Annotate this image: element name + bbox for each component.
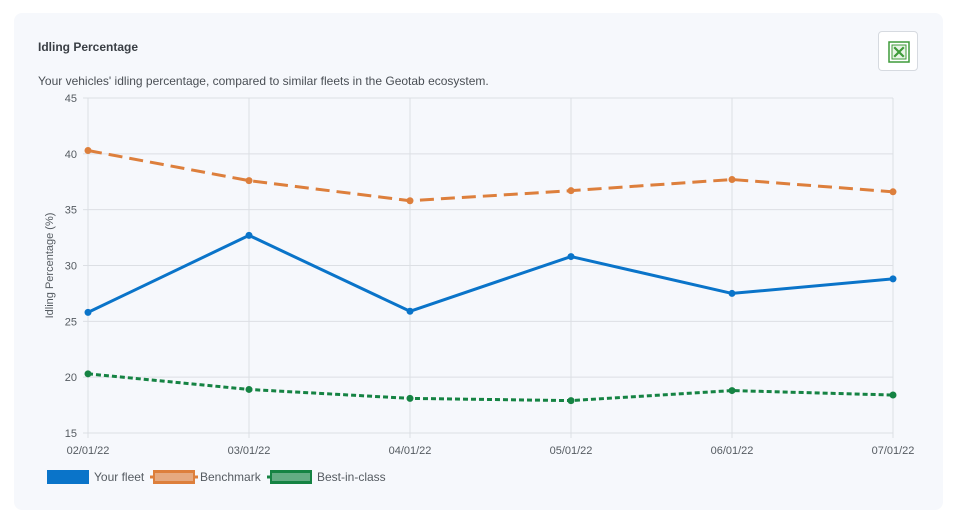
chart-card: Idling Percentage Your vehicles' idling … bbox=[14, 13, 943, 510]
data-point[interactable] bbox=[567, 253, 575, 261]
y-tick-label: 20 bbox=[65, 372, 77, 384]
data-point[interactable] bbox=[567, 187, 575, 195]
series-line-2 bbox=[87, 372, 894, 403]
data-point[interactable] bbox=[567, 397, 575, 405]
y-tick-label: 35 bbox=[65, 205, 77, 217]
legend-swatch-highlight bbox=[272, 473, 310, 481]
data-point[interactable] bbox=[406, 394, 414, 402]
x-tick-label: 07/01/22 bbox=[872, 445, 915, 457]
data-point[interactable] bbox=[245, 177, 253, 185]
chart-series bbox=[84, 146, 897, 405]
data-point[interactable] bbox=[406, 197, 414, 205]
x-tick-label: 05/01/22 bbox=[550, 445, 593, 457]
legend-item[interactable]: Benchmark bbox=[150, 470, 262, 484]
y-tick-label: 30 bbox=[65, 261, 77, 273]
chart-grid bbox=[87, 97, 894, 434]
x-tick-label: 06/01/22 bbox=[711, 445, 754, 457]
y-axis-label: Idling Percentage (%) bbox=[44, 213, 56, 319]
y-tick-label: 45 bbox=[65, 93, 77, 105]
series-line-0 bbox=[87, 233, 894, 314]
excel-icon bbox=[888, 41, 910, 63]
data-point[interactable] bbox=[728, 176, 736, 184]
x-tick-label: 03/01/22 bbox=[228, 445, 271, 457]
x-tick-label: 02/01/22 bbox=[67, 445, 110, 457]
legend-label: Benchmark bbox=[200, 470, 262, 484]
chart-legend: Your fleet Benchmark Best-in-class bbox=[47, 470, 386, 484]
data-point[interactable] bbox=[889, 275, 897, 283]
data-point[interactable] bbox=[245, 385, 253, 393]
data-point[interactable] bbox=[889, 188, 897, 196]
data-point[interactable] bbox=[84, 370, 92, 378]
legend-item[interactable]: Your fleet bbox=[47, 470, 145, 484]
data-point[interactable] bbox=[406, 307, 414, 315]
export-excel-button[interactable] bbox=[878, 31, 918, 71]
data-point[interactable] bbox=[84, 146, 92, 154]
data-point[interactable] bbox=[728, 289, 736, 297]
chart-subtitle: Your vehicles' idling percentage, compar… bbox=[38, 74, 489, 88]
data-point[interactable] bbox=[889, 391, 897, 399]
y-tick-label: 40 bbox=[65, 149, 77, 161]
data-point[interactable] bbox=[728, 387, 736, 395]
legend-swatch bbox=[47, 470, 89, 484]
y-axis: 15 20 25 30 35 40 45 bbox=[65, 93, 88, 440]
x-tick-label: 04/01/22 bbox=[389, 445, 432, 457]
legend-swatch-highlight bbox=[155, 473, 193, 481]
data-point[interactable] bbox=[245, 231, 253, 239]
series-line-1 bbox=[87, 149, 894, 203]
data-point[interactable] bbox=[84, 308, 92, 316]
chart-title: Idling Percentage bbox=[38, 40, 139, 54]
x-axis: 02/01/22 03/01/22 04/01/22 05/01/22 06/01/22… bbox=[67, 433, 915, 457]
legend-label: Best-in-class bbox=[317, 470, 386, 484]
legend-item[interactable]: Best-in-class bbox=[267, 470, 386, 484]
y-tick-label: 25 bbox=[65, 316, 77, 328]
y-tick-label: 15 bbox=[65, 428, 77, 440]
legend-label: Your fleet bbox=[94, 470, 145, 484]
